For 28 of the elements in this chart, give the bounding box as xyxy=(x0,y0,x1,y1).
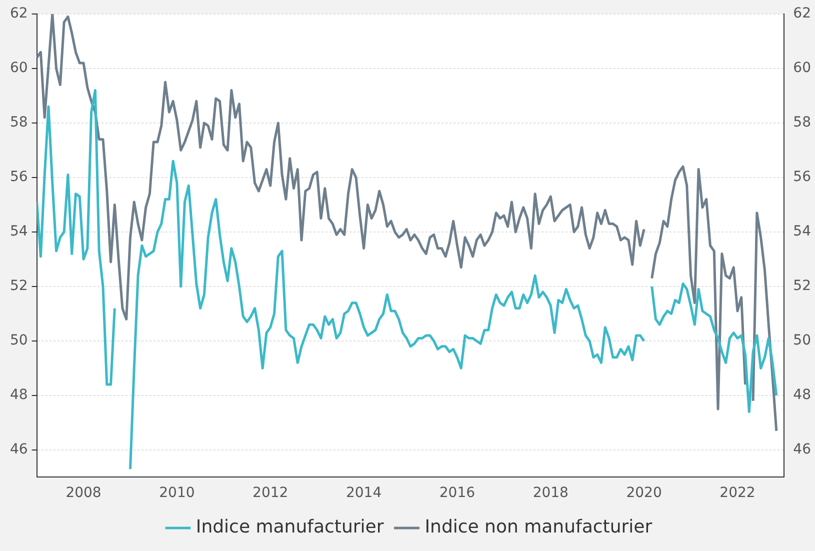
x-tick-label: 2018 xyxy=(532,485,568,502)
x-tick-label: 2010 xyxy=(159,485,195,502)
y2-tick-label: 46 xyxy=(793,442,812,458)
y2-tick-label: 62 xyxy=(793,6,812,22)
y-tick-label: 62 xyxy=(10,6,28,22)
y-tick-label: 50 xyxy=(10,332,28,349)
x-tick-label: 2022 xyxy=(720,485,756,502)
x-tick-label: 2012 xyxy=(252,485,288,502)
y2-tick-label: 56 xyxy=(793,169,812,186)
y2-tick-label: 48 xyxy=(793,387,812,404)
legend-label: Indice manufacturier xyxy=(196,516,384,538)
x-tick-label: 2020 xyxy=(626,485,662,502)
legend-label: Indice non manufacturier xyxy=(424,516,653,538)
x-tick-label: 2008 xyxy=(66,485,102,502)
y-tick-label: 46 xyxy=(10,442,28,458)
y2-tick-label: 50 xyxy=(793,332,812,349)
y-tick-label: 48 xyxy=(10,387,28,404)
y2-tick-label: 54 xyxy=(793,224,812,240)
y-tick-label: 56 xyxy=(10,169,28,186)
y-tick-label: 52 xyxy=(10,278,28,294)
y-tick-label: 58 xyxy=(10,114,28,131)
y-tick-label: 60 xyxy=(10,60,28,76)
y-tick-label: 54 xyxy=(10,224,28,240)
y2-tick-label: 60 xyxy=(793,60,812,76)
x-tick-label: 2014 xyxy=(346,485,382,502)
y2-tick-label: 52 xyxy=(793,278,812,294)
y2-tick-label: 58 xyxy=(793,114,812,131)
x-tick-label: 2016 xyxy=(439,485,476,502)
